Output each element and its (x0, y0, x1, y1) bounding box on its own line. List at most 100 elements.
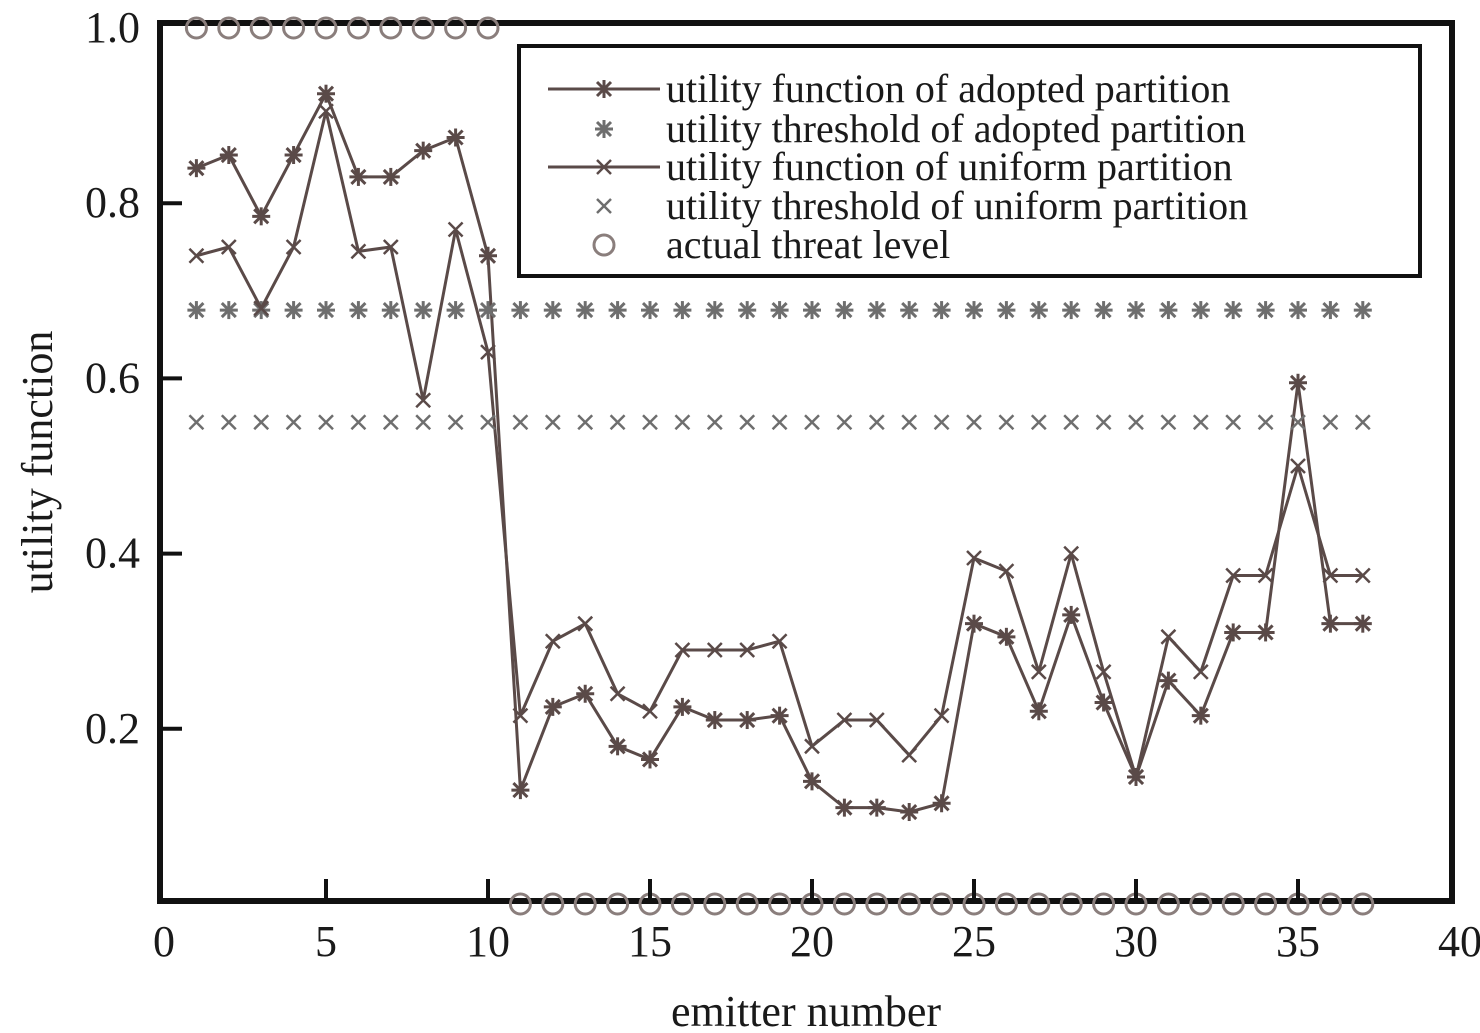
series-4-point (416, 415, 430, 429)
series-2-point (1127, 301, 1145, 319)
series-2-point (511, 301, 529, 319)
series-4-point (351, 415, 365, 429)
series-2-point (1257, 301, 1275, 319)
series-3-point (611, 687, 625, 701)
x-tick-label: 35 (1276, 917, 1320, 966)
series-1-point (544, 698, 562, 716)
series-2-point (803, 301, 821, 319)
series-1-point (382, 168, 400, 186)
series-2-point (479, 301, 497, 319)
series-2-point (1321, 301, 1339, 319)
series-2-point (285, 301, 303, 319)
series-1-point (1159, 672, 1177, 690)
series-1-point (965, 615, 983, 633)
series-4-point (254, 415, 268, 429)
series-2-point (900, 301, 918, 319)
series-4-point (222, 415, 236, 429)
series-4-point (643, 415, 657, 429)
series-3-point (546, 634, 560, 648)
series-4-point (902, 415, 916, 429)
series-1-point (511, 781, 529, 799)
series-2-point (706, 301, 724, 319)
series-2-point (641, 301, 659, 319)
series-3-point (1194, 665, 1208, 679)
series-1-point (1354, 615, 1372, 633)
series-4-point (546, 415, 560, 429)
series-1-point (1192, 707, 1210, 725)
series-2-point (220, 301, 238, 319)
series-2-point (997, 301, 1015, 319)
series-4-point (578, 415, 592, 429)
series-2-point (414, 301, 432, 319)
y-tick-label: 0.2 (85, 704, 140, 753)
series-1-point (447, 129, 465, 147)
y-tick-label: 0.8 (85, 178, 140, 227)
series-1-point (609, 737, 627, 755)
series-4-point (287, 415, 301, 429)
y-tick-label: 0.6 (85, 353, 140, 402)
series-4-point (773, 415, 787, 429)
series-1-point (641, 750, 659, 768)
series-4-point (1226, 415, 1240, 429)
legend-label: utility function of adopted partition (666, 66, 1230, 111)
series-2-point (965, 301, 983, 319)
series-4-point (935, 415, 949, 429)
series-1-point (252, 207, 270, 225)
legend-label: actual threat level (666, 222, 950, 267)
series-1-point (900, 803, 918, 821)
series-1-point (835, 799, 853, 817)
series-4-point (1161, 415, 1175, 429)
series-4-point (967, 415, 981, 429)
series-1-point (1257, 623, 1275, 641)
series-4-point (708, 415, 722, 429)
series-4-point (1323, 415, 1337, 429)
series-2-point (1354, 301, 1372, 319)
series-1-point (576, 685, 594, 703)
series-1-point (738, 711, 756, 729)
series-2-point (738, 301, 756, 319)
series-2-point (1030, 301, 1048, 319)
series-1-point (1030, 702, 1048, 720)
series-4-point (740, 415, 754, 429)
x-axis-label: emitter number (671, 987, 941, 1033)
series-2-point (1289, 301, 1307, 319)
x-tick-label: 15 (628, 917, 672, 966)
series-2-point (576, 301, 594, 319)
series-2-point (835, 301, 853, 319)
series-4-point (870, 415, 884, 429)
y-tick-label: 0.4 (85, 529, 140, 578)
series-4-point (1097, 415, 1111, 429)
series-1-point (1224, 623, 1242, 641)
series-4-point (449, 415, 463, 429)
series-1-point (933, 794, 951, 812)
series-2-point (447, 301, 465, 319)
series-4-point (1064, 415, 1078, 429)
series-1-point (803, 772, 821, 790)
series-4-point (1129, 415, 1143, 429)
series-2-point (673, 301, 691, 319)
series-2-point (1192, 301, 1210, 319)
series-2-point (1095, 301, 1113, 319)
series-2-point (382, 301, 400, 319)
series-4-point (1194, 415, 1208, 429)
x-tick-label: 40 (1438, 917, 1480, 966)
series-2 (187, 301, 1371, 319)
x-tick-label: 25 (952, 917, 996, 966)
x-tick-label: 10 (466, 917, 510, 966)
series-1-point (1321, 615, 1339, 633)
series-4-point (675, 415, 689, 429)
series-2-point (1159, 301, 1177, 319)
series-4-point (805, 415, 819, 429)
series-1-point (1062, 606, 1080, 624)
series-2-point (187, 301, 205, 319)
series-1-point (317, 85, 335, 103)
series-1-point (479, 247, 497, 265)
legend-marker (595, 80, 613, 98)
series-4-point (384, 415, 398, 429)
series-1-point (706, 711, 724, 729)
series-3-point (643, 704, 657, 718)
series-2-point (1224, 301, 1242, 319)
series-2-point (609, 301, 627, 319)
series-2-point (933, 301, 951, 319)
